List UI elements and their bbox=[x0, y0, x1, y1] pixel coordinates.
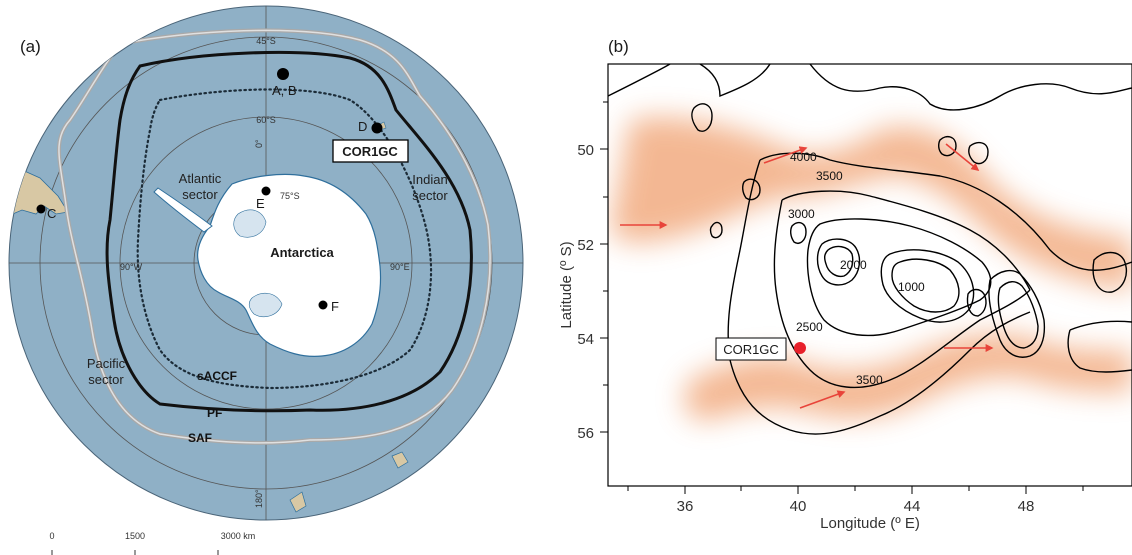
current-band-north bbox=[610, 117, 1132, 290]
x-tick-label-48: 48 bbox=[1018, 498, 1035, 515]
lat-label-45s: 45°S bbox=[256, 36, 276, 46]
contour-label-4000: 4000 bbox=[790, 150, 817, 164]
contour-label-2500: 2500 bbox=[796, 320, 823, 334]
contour-seamount-east bbox=[1092, 251, 1128, 293]
current-band-south bbox=[684, 334, 1132, 421]
contour-2500 bbox=[806, 218, 992, 337]
y-axis-title: Latitude (º S) bbox=[558, 241, 575, 328]
y-ticks bbox=[600, 101, 608, 433]
lat-label-75s: 75°S bbox=[280, 191, 300, 201]
contour-small-f bbox=[968, 141, 989, 165]
x-ticks bbox=[627, 486, 1084, 494]
contour-4000-north bbox=[608, 64, 1132, 111]
contour-1000-a bbox=[880, 249, 975, 323]
site-a-b-label: A, B bbox=[272, 83, 297, 98]
scale-label-3000: 3000 km bbox=[221, 531, 256, 541]
contour-small-c bbox=[691, 103, 713, 132]
contour-label-3500-south: 3500 bbox=[856, 373, 883, 387]
panel-a: (a) bbox=[8, 5, 524, 555]
site-e-marker bbox=[261, 186, 271, 196]
site-c-marker bbox=[36, 204, 46, 214]
site-d-marker bbox=[371, 122, 383, 134]
island bbox=[391, 451, 409, 469]
scale-label-1500: 1500 bbox=[125, 531, 145, 541]
sector-indian: Indian bbox=[412, 172, 447, 187]
ice-shelf bbox=[233, 209, 267, 238]
contour-3000 bbox=[773, 190, 1031, 389]
sector-atlantic-2: sector bbox=[182, 187, 218, 202]
scale-bar: 0 1500 3000 km bbox=[49, 531, 255, 555]
bathymetry-contours bbox=[608, 64, 1132, 435]
contour-small-b bbox=[789, 221, 807, 244]
antarctic-peninsula bbox=[153, 187, 213, 233]
y-tick-label-52: 52 bbox=[577, 237, 594, 254]
lon-label-0: 0° bbox=[254, 139, 264, 148]
panel-b-label: (b) bbox=[608, 37, 629, 56]
x-axis-title: Longitude (º E) bbox=[820, 515, 920, 532]
site-a-b-marker bbox=[277, 68, 289, 80]
contour-2000-a bbox=[816, 238, 861, 286]
contour-3500-south bbox=[727, 159, 1031, 435]
cor1gc-box-a bbox=[332, 139, 409, 163]
saccf-front-line bbox=[136, 88, 433, 390]
island bbox=[289, 491, 307, 513]
cor1gc-site-marker bbox=[794, 342, 806, 354]
plot-frame bbox=[607, 63, 1132, 487]
saccf-label: sACCF bbox=[197, 369, 237, 383]
cor1gc-label-a: COR1GC bbox=[342, 144, 398, 159]
contour-ridge-b bbox=[997, 281, 1039, 349]
y-tick-label-50: 50 bbox=[577, 142, 594, 159]
contour-2000-b bbox=[823, 245, 854, 278]
sector-atlantic: Atlantic bbox=[179, 171, 222, 186]
contour-1000-b bbox=[891, 258, 960, 313]
arrow-north-b bbox=[945, 143, 980, 172]
pf-label: PF bbox=[207, 406, 222, 420]
scale-label-0: 0 bbox=[49, 531, 54, 541]
current-arrows bbox=[620, 143, 994, 409]
contour-label-2000: 2000 bbox=[840, 258, 867, 272]
sector-pacific-2: sector bbox=[88, 372, 124, 387]
saf-label: SAF bbox=[188, 431, 212, 445]
sector-indian-2: sector bbox=[412, 188, 448, 203]
contour-label-3000: 3000 bbox=[788, 207, 815, 221]
x-tick-label-40: 40 bbox=[790, 498, 807, 515]
y-tick-label-54: 54 bbox=[577, 331, 594, 348]
lat-label-60s: 60°S bbox=[256, 115, 276, 125]
contour-seamount-small bbox=[966, 288, 987, 317]
saf-front-inner bbox=[58, 29, 491, 444]
antarctica-label: Antarctica bbox=[270, 245, 334, 260]
panel-b: (b) bbox=[558, 37, 1132, 532]
contour-small-d bbox=[741, 178, 761, 201]
sector-pacific: Pacific bbox=[87, 356, 126, 371]
y-tick-label-56: 56 bbox=[577, 425, 594, 442]
contour-ridge-a bbox=[988, 269, 1046, 358]
lon-label-90w: 90°W bbox=[120, 262, 143, 272]
pf-front-line bbox=[105, 50, 473, 413]
contour-ridge-east bbox=[1067, 320, 1132, 373]
site-e-label: E bbox=[256, 196, 265, 211]
contour-small-a bbox=[709, 221, 723, 239]
cor1gc-box-b bbox=[715, 337, 787, 361]
contour-3500 bbox=[759, 152, 1132, 271]
ice-shelf bbox=[248, 292, 283, 317]
contour-label-1000: 1000 bbox=[898, 280, 925, 294]
panel-a-label: (a) bbox=[20, 37, 41, 56]
contour-small-e bbox=[937, 135, 957, 157]
contour-label-3500: 3500 bbox=[816, 169, 843, 183]
x-tick-label-44: 44 bbox=[904, 498, 921, 515]
current-bands bbox=[610, 117, 1132, 421]
site-c-label: C bbox=[47, 206, 56, 221]
arrow-north-a bbox=[763, 146, 808, 164]
site-f-label: F bbox=[331, 299, 339, 314]
lon-label-90e: 90°E bbox=[390, 262, 410, 272]
arrow-south bbox=[799, 390, 846, 409]
cor1gc-label-b: COR1GC bbox=[723, 342, 779, 357]
x-tick-label-36: 36 bbox=[677, 498, 694, 515]
site-d-label: D bbox=[358, 119, 367, 134]
site-f-marker bbox=[318, 300, 328, 310]
lon-label-180: 180° bbox=[254, 489, 264, 508]
